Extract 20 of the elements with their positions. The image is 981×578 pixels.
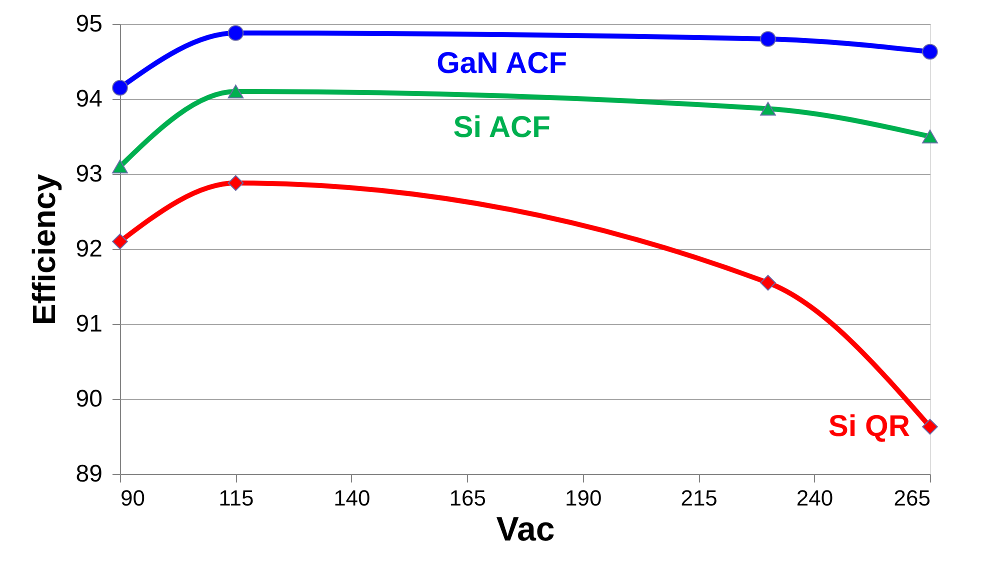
y-tick-label: 89 [76, 460, 102, 488]
x-tick-label: 190 [565, 486, 602, 510]
series-label: Si ACF [453, 111, 550, 144]
x-tick-label: 115 [218, 486, 254, 510]
y-axis-title: Efficiency [26, 174, 62, 326]
x-tick-label: 165 [449, 486, 486, 510]
y-tick-label: 92 [76, 236, 102, 262]
x-axis-title: Vac [496, 510, 555, 548]
y-tick-label: 93 [76, 160, 102, 188]
series-label: GaN ACF [436, 47, 568, 80]
x-tick-label: 265 [894, 486, 930, 510]
series-label: Si QR [828, 410, 910, 443]
x-tick-label: 240 [796, 486, 834, 510]
x-tick-label: 140 [334, 486, 370, 510]
x-tick-label: 90 [120, 486, 145, 510]
x-tick-label: 215 [680, 486, 718, 510]
y-tick-label: 95 [76, 10, 102, 38]
y-tick-label: 94 [76, 86, 102, 112]
y-tick-label: 90 [76, 386, 102, 412]
y-tick-label: 91 [76, 310, 102, 338]
